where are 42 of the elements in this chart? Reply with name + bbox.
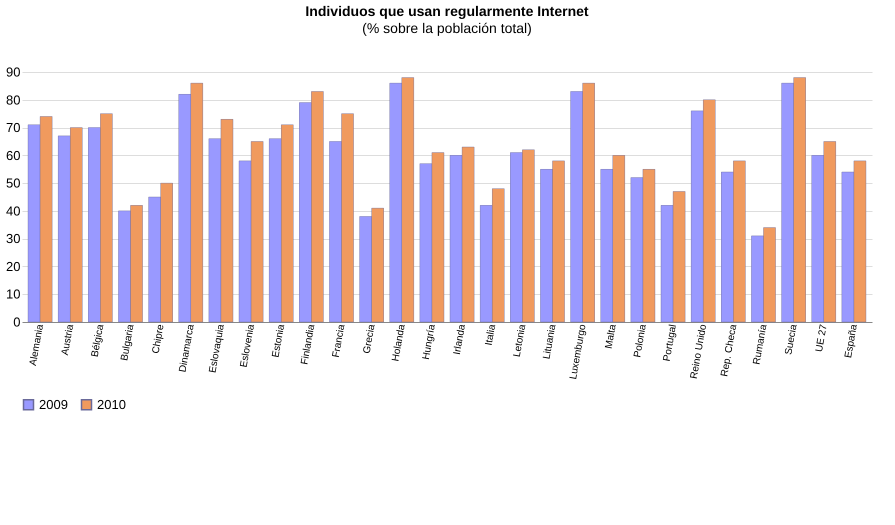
y-tick-label: 70 xyxy=(6,120,20,136)
x-tick-label: Austria xyxy=(60,323,76,356)
x-tick-label: UE 27 xyxy=(814,323,830,353)
x-tick-label: Bulgaria xyxy=(119,323,136,362)
x-tick-label: Lituania xyxy=(541,323,558,360)
legend-label: 2009 xyxy=(39,396,68,412)
x-tick-label: Luxemburgo xyxy=(568,323,589,380)
x-tick-label: España xyxy=(843,323,860,359)
x-tick-label: Rumanía xyxy=(752,323,770,366)
x-tick-label: Chipre xyxy=(150,323,167,355)
chart-subtitle: (% sobre la población total) xyxy=(362,20,532,36)
x-tick-label: Letonia xyxy=(512,323,528,358)
x-tick-label: Hungría xyxy=(420,323,438,361)
x-tick-label: Eslovenia xyxy=(238,323,258,368)
y-tick-label: 90 xyxy=(6,64,20,80)
y-tick-label: 40 xyxy=(6,203,20,218)
x-tick-label: Bélgica xyxy=(90,323,106,358)
x-tick-label: Rep. Checa xyxy=(719,323,740,378)
x-tick-label: Irlanda xyxy=(452,323,468,356)
chart-title: Individuos que usan regularmente Internet xyxy=(305,3,589,19)
x-tick-label: Grecia xyxy=(362,323,378,355)
y-tick-label: 10 xyxy=(6,286,20,302)
y-tick-label: 50 xyxy=(6,176,20,191)
y-tick-label: 20 xyxy=(6,258,20,274)
x-tick-label: Finlandia xyxy=(299,323,318,366)
x-tick-label: Eslovaquia xyxy=(208,323,227,374)
x-tick-label: Polonia xyxy=(632,323,649,358)
y-tick-label: 0 xyxy=(13,314,20,330)
x-tick-label: Italia xyxy=(484,323,498,346)
legend-label: 2010 xyxy=(97,396,126,412)
x-tick-label: Estonia xyxy=(270,323,288,358)
y-tick-label: 30 xyxy=(6,231,20,246)
x-tick-label: Dinamarca xyxy=(177,323,197,374)
x-tick-label: Alemania xyxy=(28,323,46,367)
x-tick-label: Portugal xyxy=(662,324,679,362)
x-tick-label: Francia xyxy=(330,323,348,358)
y-tick-label: 60 xyxy=(6,148,20,163)
x-tick-label: Holanda xyxy=(390,323,408,362)
x-tick-label: Malta xyxy=(604,323,619,350)
y-tick-label: 80 xyxy=(6,92,20,108)
x-tick-label: Reino Unido xyxy=(688,323,710,380)
x-tick-label: Suecia xyxy=(783,323,800,356)
